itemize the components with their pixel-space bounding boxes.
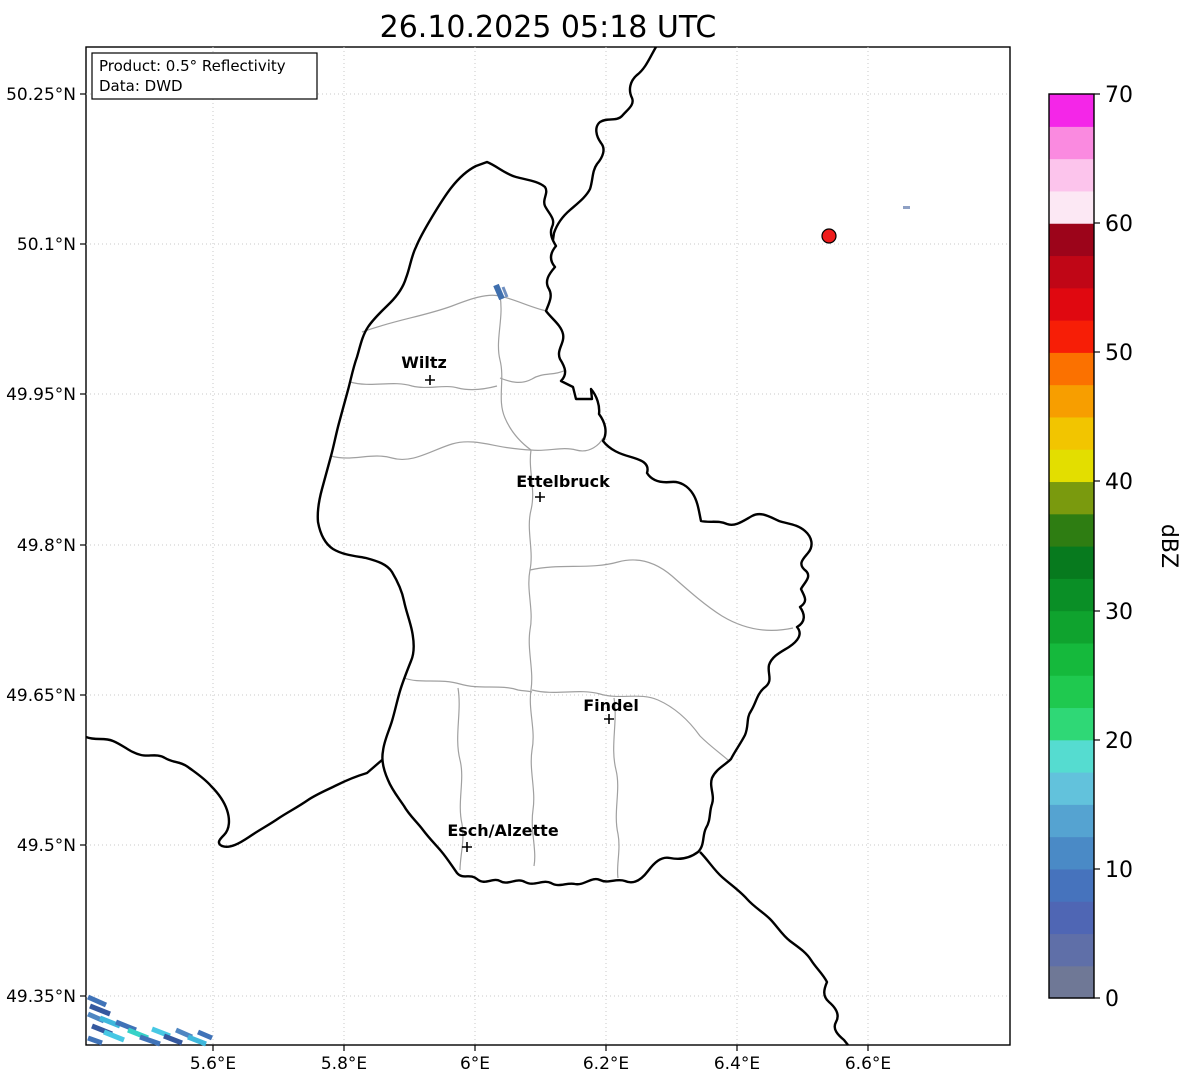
colorbar-segment (1049, 94, 1094, 127)
city-label-wiltz: Wiltz (401, 353, 447, 372)
city-label-findel: Findel (583, 696, 639, 715)
colorbar-tick: 0 (1105, 987, 1119, 1012)
info-box-product: Product: 0.5° Reflectivity (99, 57, 286, 75)
radar-site-marker (821, 228, 837, 244)
colorbar-segment (1049, 965, 1094, 999)
city-marker-findel (604, 714, 614, 724)
colorbar-segment (1049, 546, 1094, 579)
district-borders (330, 294, 794, 879)
colorbar-outline (1048, 93, 1095, 999)
colorbar-tick: 50 (1105, 341, 1133, 366)
city-marker-wiltz (425, 375, 435, 385)
info-box: Product: 0.5° Reflectivity Data: DWD (91, 52, 318, 100)
colorbar-segment (1049, 933, 1094, 967)
colorbar-segment (1049, 804, 1094, 838)
colorbar-segment (1049, 578, 1094, 612)
radar-echoes (86, 206, 910, 1047)
colorbar-segment (1049, 384, 1094, 418)
colorbar-segment (1049, 126, 1094, 160)
city-markers (425, 375, 614, 852)
country-borders (85, 46, 849, 1046)
fr-be-border (85, 735, 383, 848)
colorbar-segment (1049, 707, 1094, 741)
colorbar-segment (1049, 772, 1094, 805)
colorbar-segment (1049, 287, 1094, 321)
colorbar-segment (1049, 190, 1094, 224)
page-title: 26.10.2025 05:18 UTC (380, 10, 717, 45)
x-tick-label: 6.2°E (583, 1054, 629, 1074)
colorbar-segment (1049, 255, 1094, 289)
luxembourg-border (316, 160, 813, 887)
info-box-data-source: Data: DWD (99, 77, 183, 95)
x-axis-labels: 5.6°E 5.8°E 6°E 6.2°E 6.4°E 6.6°E (190, 1054, 891, 1074)
colorbar-segment (1049, 449, 1094, 483)
x-tick-label: 6.4°E (714, 1054, 760, 1074)
city-label-esch: Esch/Alzette (447, 821, 559, 840)
colorbar-segment (1049, 223, 1094, 257)
colorbar-tick: 30 (1105, 600, 1133, 625)
city-marker-esch (462, 842, 472, 852)
colorbar-segment (1049, 901, 1094, 935)
x-tick-label: 5.8°E (321, 1054, 367, 1074)
colorbar-segment (1049, 320, 1094, 353)
colorbar-tick-labels: 0 10 20 30 40 50 60 70 (1105, 83, 1133, 1012)
colorbar-tick: 20 (1105, 729, 1133, 754)
colorbar-segment (1049, 836, 1094, 870)
colorbar-tick: 70 (1105, 83, 1133, 108)
y-axis-labels: 50.25°N 50.1°N 49.95°N 49.8°N 49.65°N 49… (6, 85, 76, 1007)
colorbar-segment (1049, 158, 1094, 192)
y-tick-label: 50.25°N (6, 85, 76, 105)
x-tick-label: 5.6°E (190, 1054, 236, 1074)
colorbar-segment (1049, 352, 1094, 386)
colorbar-segment (1049, 610, 1094, 644)
colorbar-segment (1049, 675, 1094, 709)
colorbar-segment (1049, 513, 1094, 547)
y-tick-label: 49.65°N (6, 686, 76, 706)
y-tick-label: 49.5°N (17, 836, 76, 856)
colorbar-segment (1049, 416, 1094, 450)
y-tick-label: 50.1°N (17, 235, 76, 255)
colorbar-segment (1049, 642, 1094, 676)
colorbar-tick: 10 (1105, 858, 1133, 883)
axis-ticks (80, 93, 869, 1051)
city-labels: Wiltz Ettelbruck Findel Esch/Alzette (401, 353, 639, 840)
colorbar-segment (1049, 868, 1094, 902)
colorbar-tick: 40 (1105, 470, 1133, 495)
y-tick-label: 49.8°N (17, 536, 76, 556)
colorbar (1049, 94, 1094, 999)
be-de-border (551, 46, 658, 241)
fr-de-border (699, 851, 849, 1046)
colorbar-tick: 60 (1105, 212, 1133, 237)
map-plot-area (85, 46, 1011, 1046)
colorbar-segment (1049, 739, 1094, 773)
x-tick-label: 6°E (460, 1054, 490, 1074)
y-tick-label: 49.35°N (6, 987, 76, 1007)
y-tick-label: 49.95°N (6, 385, 76, 405)
city-marker-ettelbruck (535, 492, 545, 502)
city-label-ettelbruck: Ettelbruck (516, 472, 610, 491)
x-tick-label: 6.6°E (845, 1054, 891, 1074)
colorbar-segment (1049, 481, 1094, 515)
colorbar-ticks (1094, 93, 1100, 999)
colorbar-axis-label: dBZ (1156, 524, 1181, 568)
